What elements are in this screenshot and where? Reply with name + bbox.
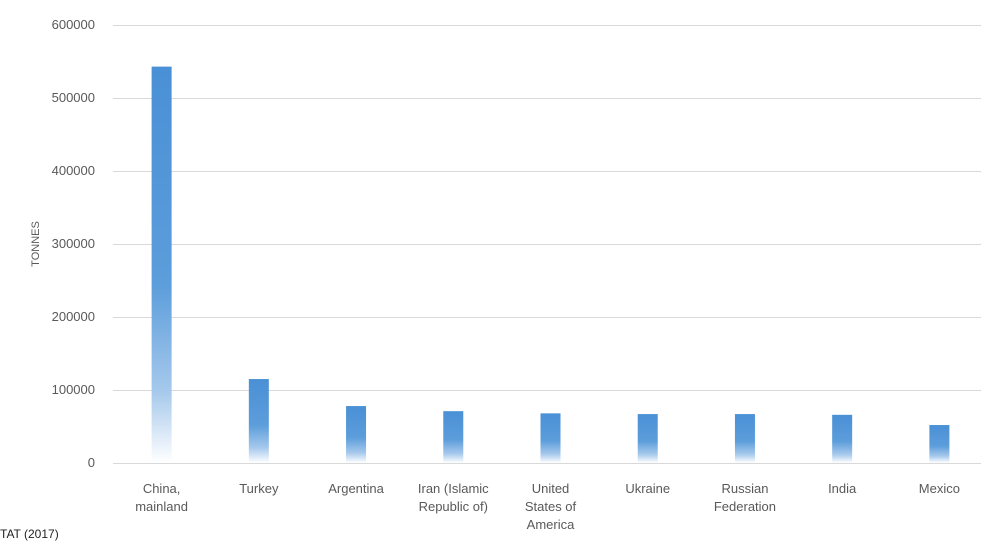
x-category-label: Argentina (328, 481, 384, 496)
x-category-label-line: United (532, 481, 570, 496)
x-category-label-line: Ukraine (625, 481, 670, 496)
x-axis-category-labels: China, mainland Turkey Argentina Iran (Islam… (135, 481, 960, 532)
x-category-label: Iran (Islamic Republic of) (418, 481, 489, 514)
x-category-label: United States of America (525, 481, 577, 532)
x-category-label-line: China, (143, 481, 181, 496)
x-category-label: China, mainland (135, 481, 188, 514)
y-tick-label: 100000 (52, 382, 95, 397)
x-category-label-line: Republic of) (419, 499, 488, 514)
x-category-label: India (828, 481, 857, 496)
gridlines (113, 25, 981, 464)
x-category-label: Russian Federation (714, 481, 776, 514)
x-category-label-line: Turkey (239, 481, 279, 496)
bar (151, 66, 172, 464)
bar (346, 406, 367, 463)
y-tick-label: 500000 (52, 90, 95, 105)
bar (734, 414, 755, 463)
x-category-label-line: India (828, 481, 857, 496)
bar (832, 414, 853, 463)
y-axis-tick-labels: 0 100000 200000 300000 400000 500000 600000 (52, 17, 95, 470)
bar (248, 379, 269, 463)
x-category-label-line: Russian (721, 481, 768, 496)
bar (443, 411, 464, 463)
x-category-label-line: Argentina (328, 481, 384, 496)
y-tick-label: 0 (88, 455, 95, 470)
bar (929, 425, 950, 463)
y-axis-title: TONNES (30, 221, 42, 267)
x-category-label-line: States of (525, 499, 577, 514)
x-category-label-line: Mexico (919, 481, 960, 496)
x-category-label: Ukraine (625, 481, 670, 496)
x-category-label-line: America (527, 517, 575, 532)
y-tick-label: 400000 (52, 163, 95, 178)
x-category-label-line: Iran (Islamic (418, 481, 489, 496)
y-tick-label: 600000 (52, 17, 95, 32)
x-category-label: Mexico (919, 481, 960, 496)
bar (637, 414, 658, 463)
bars (151, 66, 950, 464)
x-category-label: Turkey (239, 481, 279, 496)
y-tick-label: 200000 (52, 309, 95, 324)
x-category-label-line: mainland (135, 499, 188, 514)
x-category-label-line: Federation (714, 499, 776, 514)
y-tick-label: 300000 (52, 236, 95, 251)
source-note: TAT (2017) (0, 527, 59, 541)
bar (540, 413, 561, 463)
